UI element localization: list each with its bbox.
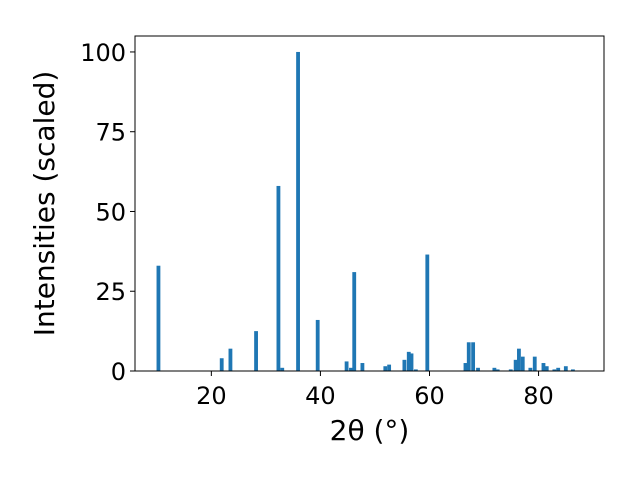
bar	[463, 363, 468, 371]
bar	[352, 272, 357, 371]
y-tick-label: 25	[95, 278, 126, 306]
bar	[471, 342, 476, 371]
bar	[556, 367, 561, 371]
bar	[360, 363, 365, 371]
bar	[413, 369, 418, 371]
bar	[528, 367, 533, 371]
bar	[495, 369, 500, 371]
bar	[402, 359, 407, 371]
bar	[508, 369, 513, 371]
bar	[552, 369, 557, 371]
x-tick-label: 40	[305, 382, 336, 410]
bar	[156, 265, 161, 371]
bar	[344, 361, 349, 371]
y-tick-label: 50	[95, 198, 126, 226]
bar	[520, 356, 525, 371]
bar	[406, 351, 411, 371]
bar	[228, 348, 233, 371]
y-tick-label: 100	[80, 39, 126, 67]
x-axis: 20 40 60 80	[196, 371, 554, 410]
bar	[296, 51, 300, 371]
bar	[387, 364, 392, 371]
bar	[276, 185, 281, 371]
plot-frame	[134, 35, 605, 372]
x-tick-label: 80	[523, 382, 554, 410]
bar	[425, 254, 430, 371]
bar	[532, 356, 537, 371]
bar	[349, 367, 353, 371]
y-axis-label: Intensities (scaled)	[28, 71, 61, 337]
bar	[409, 353, 414, 371]
bar	[517, 348, 521, 371]
bar	[219, 358, 224, 371]
y-tick-label: 75	[95, 119, 126, 147]
bar	[544, 366, 549, 371]
bar	[541, 363, 546, 371]
bar	[254, 331, 258, 371]
bar	[280, 367, 285, 371]
bar	[476, 367, 480, 371]
x-axis-label: 2θ (°)	[330, 414, 410, 447]
bars	[156, 51, 575, 371]
x-tick-label: 60	[414, 382, 445, 410]
bar	[563, 366, 568, 371]
x-tick-label: 20	[196, 382, 227, 410]
bar	[513, 359, 518, 371]
bar	[492, 367, 497, 371]
bar	[315, 319, 320, 371]
y-tick-label: 0	[111, 358, 126, 386]
bar	[383, 366, 388, 371]
y-axis: 0 25 50 75 100	[80, 39, 135, 386]
bar	[466, 342, 471, 371]
bar	[571, 369, 575, 371]
